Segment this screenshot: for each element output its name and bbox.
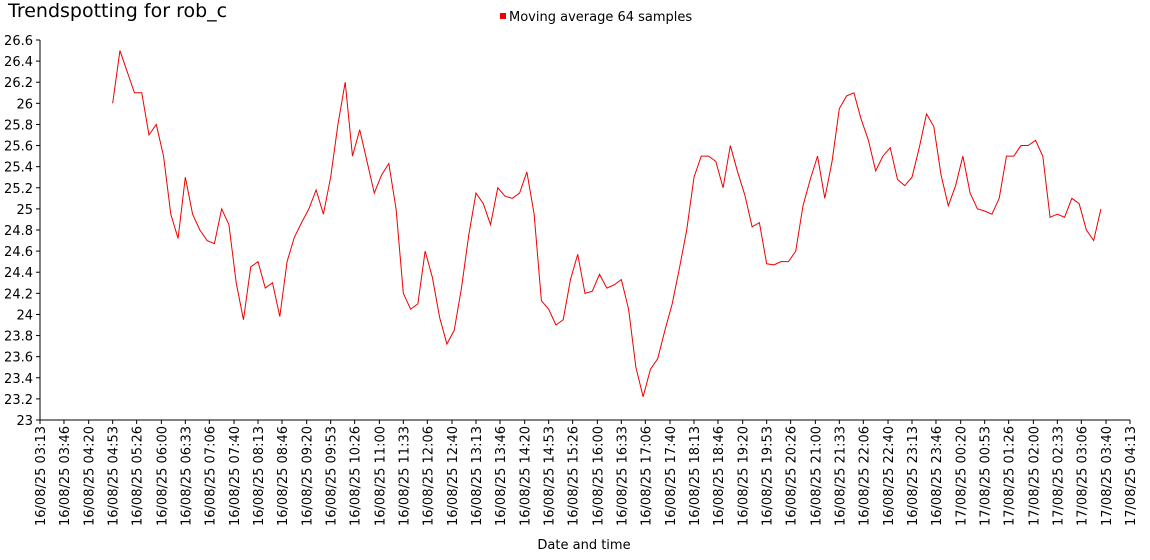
x-tick-label: 16/08/25 12:40 [446, 426, 461, 526]
y-tick-label: 24.2 [4, 287, 33, 302]
x-tick-label: 16/08/25 07:40 [228, 426, 243, 526]
x-tick-label: 16/08/25 05:26 [131, 426, 146, 526]
legend-label: Moving average 64 samples [509, 10, 692, 25]
x-tick-label: 16/08/25 03:46 [58, 426, 73, 526]
x-tick-label: 17/08/25 00:20 [955, 426, 970, 526]
y-tick-label: 23.2 [4, 393, 33, 408]
x-tick-label: 16/08/25 09:20 [301, 426, 316, 526]
y-tick-label: 26.4 [4, 55, 33, 70]
y-tick-label: 25 [16, 203, 33, 218]
y-tick-label: 23.8 [4, 330, 33, 345]
x-tick-label: 16/08/25 06:00 [155, 426, 170, 526]
x-tick-label: 16/08/25 22:06 [857, 426, 872, 526]
x-tick-label: 16/08/25 09:53 [325, 426, 340, 526]
y-tick-label: 23 [16, 414, 33, 429]
x-tick-label: 16/08/25 04:53 [107, 426, 122, 526]
x-tick-label: 16/08/25 11:33 [397, 426, 412, 526]
x-tick-label: 16/08/25 13:13 [470, 426, 485, 526]
chart-title: Trendspotting for rob_c [7, 0, 227, 22]
x-tick-label: 16/08/25 19:20 [737, 426, 752, 526]
x-tick-label: 17/08/25 02:33 [1051, 426, 1066, 526]
y-tick-label: 24.6 [4, 245, 33, 260]
x-tick-label: 16/08/25 08:13 [252, 426, 267, 526]
y-tick-label: 25.6 [4, 140, 33, 155]
x-tick-label: 16/08/25 21:00 [809, 426, 824, 526]
x-tick-label: 16/08/25 18:46 [712, 426, 727, 526]
y-tick-label: 23.6 [4, 351, 33, 366]
x-tick-label: 17/08/25 01:26 [1003, 426, 1018, 526]
x-tick-label: 16/08/25 13:46 [494, 426, 509, 526]
x-tick-label: 16/08/25 06:33 [179, 426, 194, 526]
x-tick-label: 16/08/25 18:13 [688, 426, 703, 526]
x-tick-label: 16/08/25 11:00 [373, 426, 388, 526]
x-tick-label: 17/08/25 04:13 [1124, 426, 1139, 526]
x-tick-label: 16/08/25 16:00 [591, 426, 606, 526]
x-tick-label: 16/08/25 03:13 [34, 426, 49, 526]
x-tick-label: 16/08/25 16:33 [615, 426, 630, 526]
x-tick-label: 16/08/25 07:06 [203, 426, 218, 526]
y-tick-label: 25.2 [4, 182, 33, 197]
x-tick-label: 17/08/25 00:53 [979, 426, 994, 526]
y-tick-label: 24 [16, 308, 33, 323]
x-tick-label: 16/08/25 10:26 [349, 426, 364, 526]
x-tick-label: 16/08/25 20:26 [785, 426, 800, 526]
x-tick-label: 16/08/25 17:40 [664, 426, 679, 526]
x-tick-label: 16/08/25 23:13 [906, 426, 921, 526]
x-tick-label: 16/08/25 08:46 [276, 426, 291, 526]
x-tick-label: 17/08/25 02:00 [1027, 426, 1042, 526]
y-tick-label: 26.6 [4, 34, 33, 49]
x-tick-label: 16/08/25 17:06 [639, 426, 654, 526]
x-tick-label: 16/08/25 23:46 [930, 426, 945, 526]
y-tick-label: 25.4 [4, 161, 33, 176]
y-tick-label: 26 [16, 97, 33, 112]
x-tick-label: 16/08/25 19:53 [761, 426, 776, 526]
series-line [112, 50, 1102, 397]
x-axis-label: Date and time [537, 538, 630, 553]
y-tick-label: 24.8 [4, 224, 33, 239]
legend-swatch [500, 13, 506, 19]
x-tick-label: 16/08/25 14:53 [543, 426, 558, 526]
x-tick-label: 17/08/25 03:06 [1075, 426, 1090, 526]
y-tick-label: 26.2 [4, 76, 33, 91]
x-tick-label: 16/08/25 12:06 [421, 426, 436, 526]
y-tick-label: 25.8 [4, 118, 33, 133]
x-tick-label: 16/08/25 21:33 [833, 426, 848, 526]
x-tick-label: 16/08/25 14:20 [519, 426, 534, 526]
y-tick-label: 23.4 [4, 372, 33, 387]
x-tick-label: 16/08/25 15:26 [567, 426, 582, 526]
x-tick-label: 17/08/25 03:40 [1100, 426, 1115, 526]
x-tick-label: 16/08/25 22:40 [882, 426, 897, 526]
y-tick-label: 24.4 [4, 266, 33, 281]
x-tick-label: 16/08/25 04:20 [83, 426, 98, 526]
